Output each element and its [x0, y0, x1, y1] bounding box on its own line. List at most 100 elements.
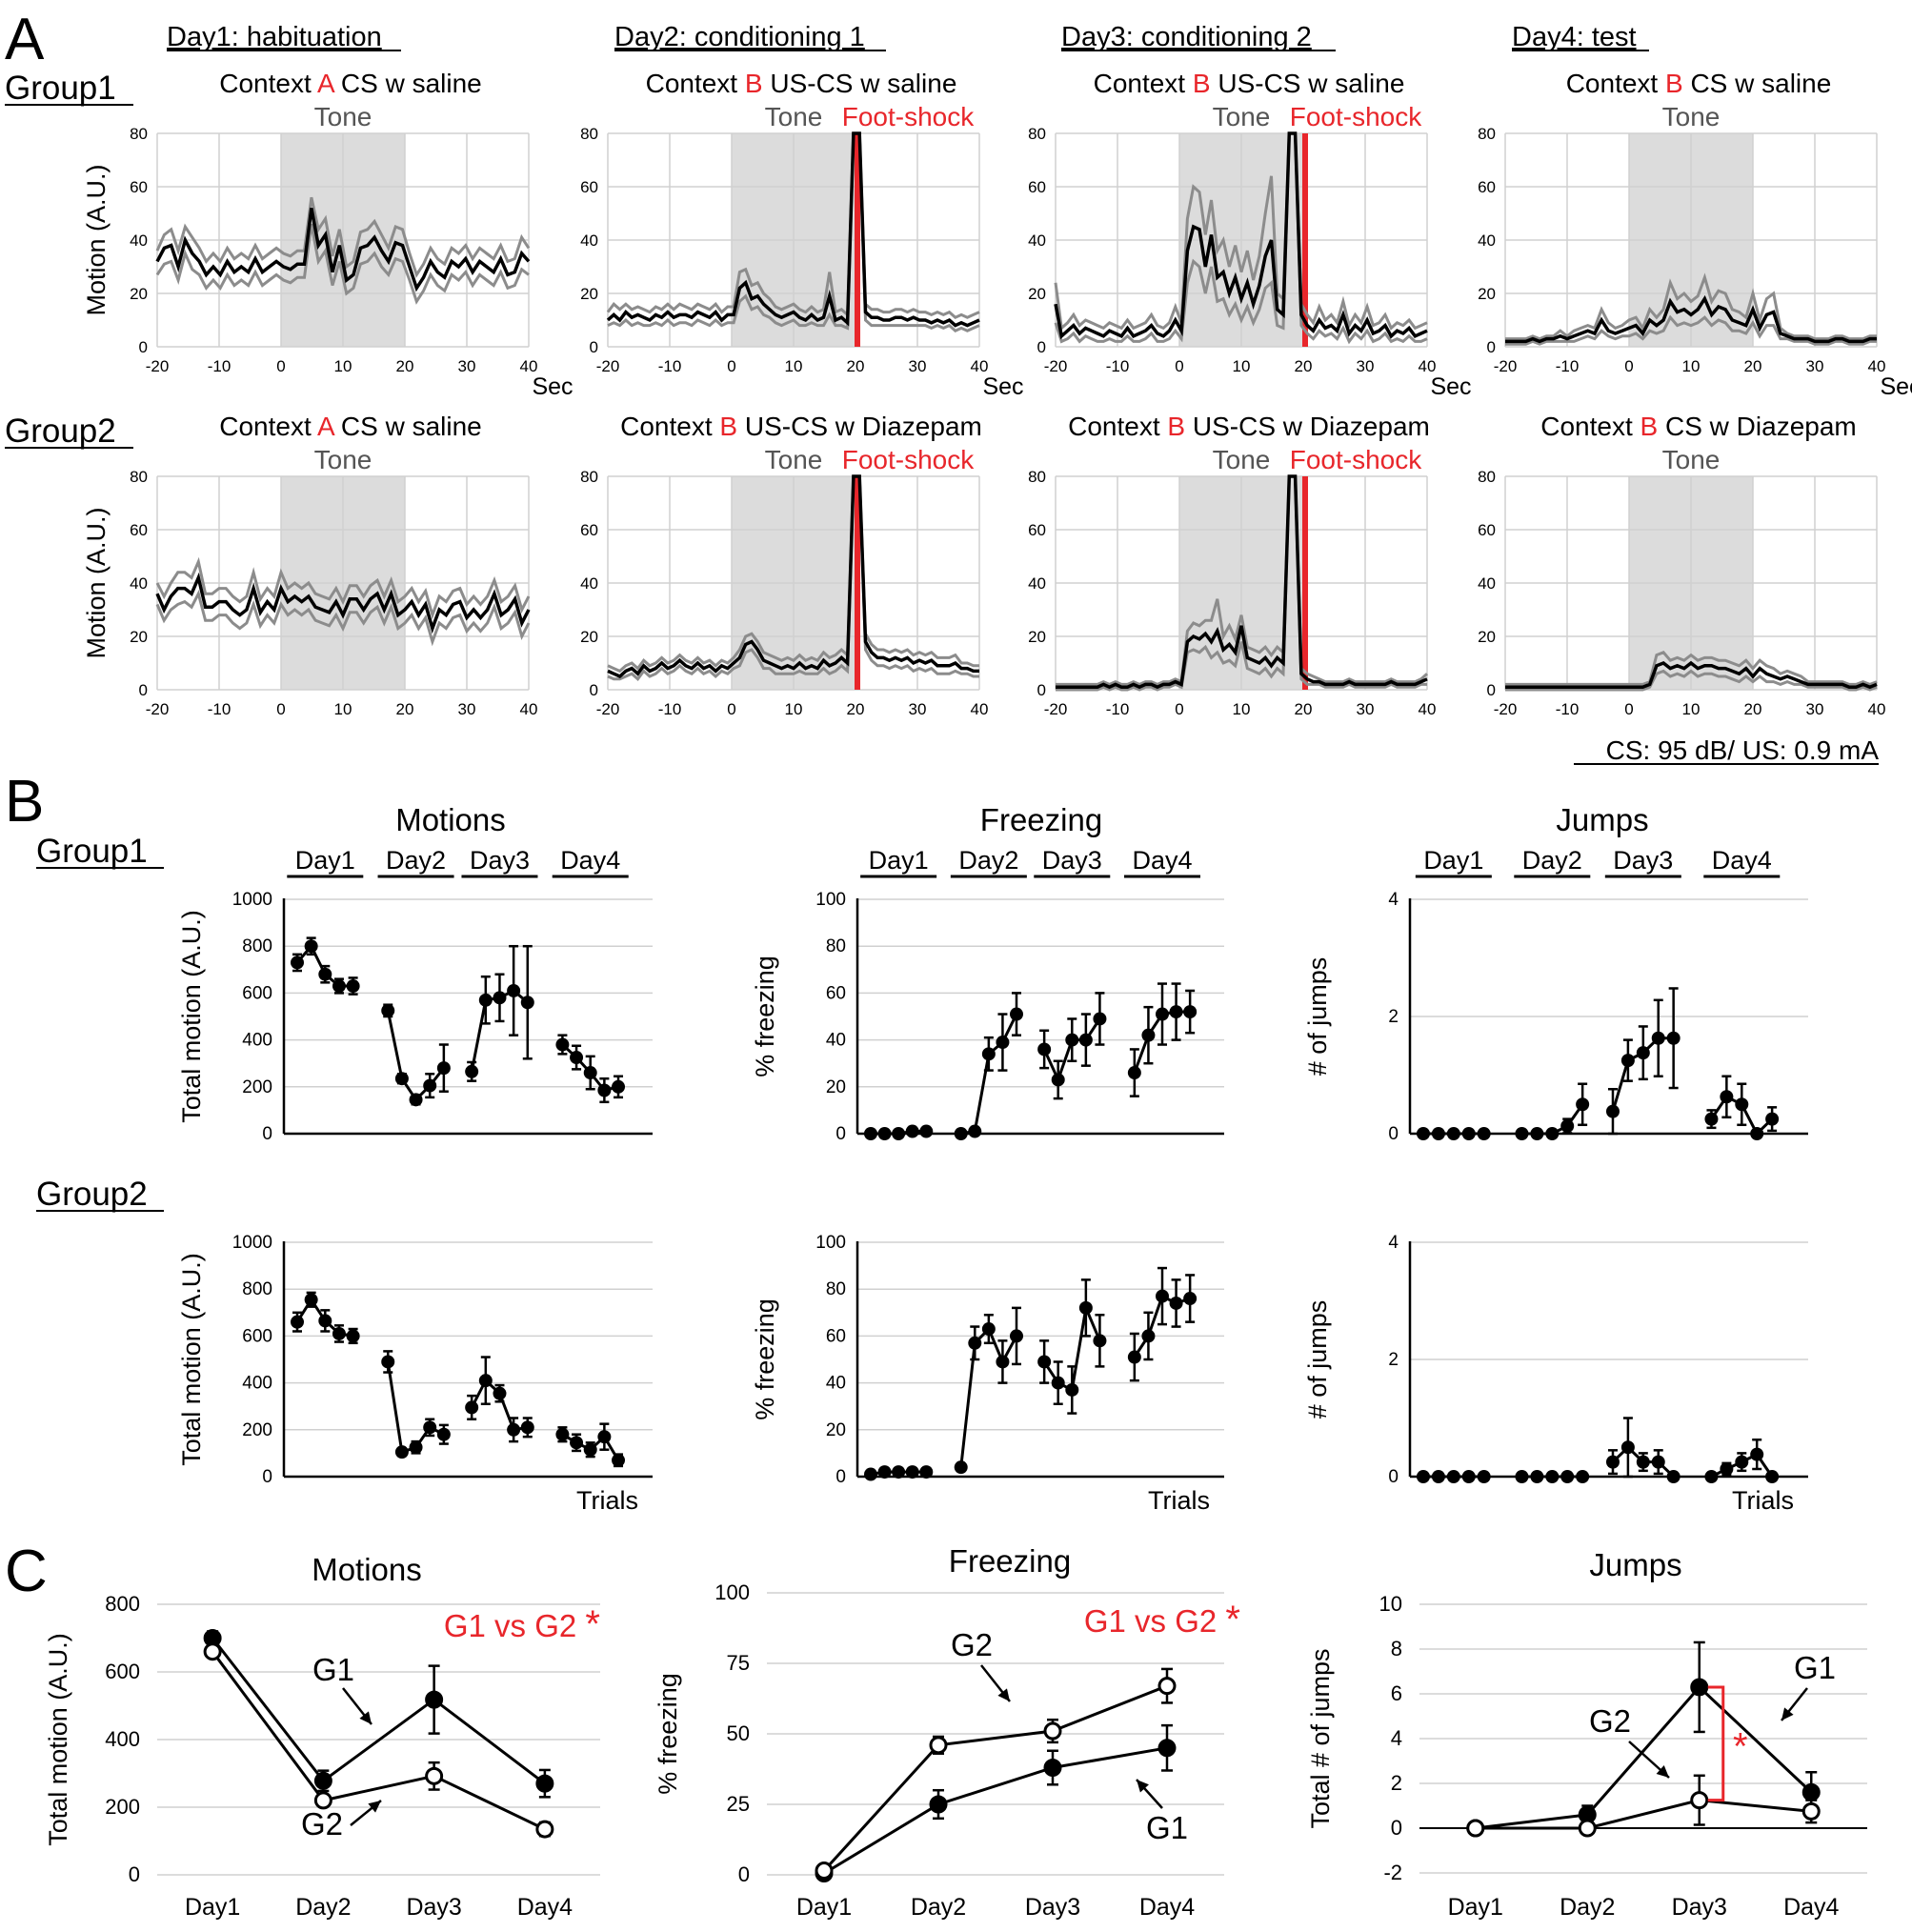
- label-g1: G1: [312, 1652, 354, 1687]
- mean-line: [607, 474, 979, 679]
- a-plot-title: Context B CS w saline: [1566, 69, 1832, 98]
- trial-point: [1750, 1447, 1764, 1461]
- shock-label: Foot-shock: [842, 102, 975, 131]
- y-tick-label: 0: [1037, 338, 1046, 356]
- x-tick-label: 20: [847, 357, 865, 375]
- x-tick-label: Day4: [1783, 1894, 1839, 1921]
- sem-lower-line: [607, 474, 979, 682]
- b-day-label: Day2: [1522, 846, 1582, 875]
- y-tick-label: 60: [1028, 521, 1046, 539]
- shock-label: Foot-shock: [1290, 102, 1422, 131]
- trial-point: [877, 1465, 892, 1479]
- point-g1: [1157, 1739, 1177, 1758]
- y-tick-label: 800: [242, 1279, 272, 1299]
- trial-point: [1461, 1127, 1476, 1140]
- trial-point: [493, 991, 507, 1005]
- trial-point: [968, 1336, 982, 1350]
- y-tick-label: 0: [262, 1124, 272, 1144]
- trial-point: [1704, 1470, 1719, 1483]
- title-prefix: Context: [1540, 412, 1640, 441]
- sem-upper-line: [1054, 131, 1428, 332]
- x-tick-label: 0: [727, 357, 735, 375]
- x-tick-label: 30: [1806, 357, 1824, 375]
- mean-line: [1505, 660, 1878, 690]
- x-tick-label: -10: [1106, 700, 1130, 718]
- x-tick-label: -20: [596, 700, 620, 718]
- title-suffix: CS w saline: [333, 412, 482, 441]
- mean-line: [1505, 294, 1877, 344]
- trial-point: [996, 1355, 1010, 1369]
- trial-point: [555, 1427, 570, 1441]
- y-axis-label: % freezing: [751, 1298, 779, 1420]
- y-tick-label: 200: [242, 1420, 272, 1440]
- a-plot-title: Context B US-CS w Diazepam: [620, 412, 982, 441]
- series-line-g1: [211, 1637, 546, 1785]
- x-tick-label: 10: [1682, 357, 1701, 375]
- b-day-label: Day1: [1423, 846, 1483, 875]
- x-unit-label: Sec: [1430, 373, 1471, 400]
- x-unit-label: Sec: [532, 373, 573, 400]
- trial-point: [520, 996, 534, 1010]
- trial-point: [332, 1326, 346, 1340]
- trial-point: [1560, 1119, 1575, 1134]
- trial-point: [1560, 1470, 1575, 1483]
- trial-point: [1735, 1097, 1749, 1112]
- mean-line: [155, 208, 531, 292]
- trial-point: [954, 1127, 968, 1140]
- y-tick-label: 25: [727, 1792, 750, 1816]
- x-tick-label: 40: [1419, 357, 1437, 375]
- x-tick-label: Day1: [796, 1894, 852, 1921]
- x-tick-label: -20: [146, 700, 170, 718]
- y-tick-label: 80: [580, 125, 598, 143]
- x-unit-label: Sec: [982, 373, 1023, 400]
- y-axis-label: Total motion (A.U.): [177, 910, 206, 1123]
- y-tick-label: 40: [1028, 574, 1046, 593]
- b-plot-g2-freeze: 0 20 40 60 80 100 % freezing Trials: [751, 1233, 1224, 1515]
- x-tick-label: 30: [909, 700, 927, 718]
- x-tick-label: 30: [909, 357, 927, 375]
- trial-point: [1169, 1005, 1183, 1019]
- group2-label-a: Group2: [5, 413, 116, 450]
- y-tick-label: 100: [815, 1233, 846, 1253]
- y-axis-label: Motion (A.U.): [82, 164, 111, 315]
- x-tick-label: 20: [396, 357, 414, 375]
- trial-point: [381, 1355, 395, 1369]
- trial-point: [1666, 1470, 1681, 1483]
- c-title: Jumps: [1589, 1547, 1681, 1582]
- trial-point: [905, 1465, 919, 1479]
- trial-point: [1078, 1033, 1093, 1047]
- y-tick-label: 0: [139, 338, 148, 356]
- trial-point: [507, 1422, 521, 1437]
- tone-label: Tone: [314, 102, 372, 131]
- trial-point: [1417, 1127, 1430, 1140]
- trial-point: [409, 1093, 423, 1107]
- y-tick-label: 80: [1028, 125, 1046, 143]
- trial-point: [1477, 1127, 1491, 1140]
- tone-label: Tone: [1662, 445, 1721, 474]
- sig-star: *: [585, 1603, 600, 1645]
- trial-point: [423, 1078, 437, 1093]
- point-g1: [929, 1795, 948, 1814]
- trial-point: [394, 1445, 409, 1459]
- y-tick-label: 0: [590, 681, 598, 699]
- sig-text: G1 vs G2: [444, 1608, 586, 1643]
- y-tick-label: 4: [1391, 1726, 1402, 1750]
- point-g1: [425, 1690, 444, 1709]
- title-prefix: Context: [219, 69, 317, 98]
- trial-point: [612, 1453, 626, 1467]
- trial-point: [1530, 1470, 1544, 1483]
- y-tick-label: 20: [130, 285, 148, 303]
- b-day-label: Day3: [1613, 846, 1673, 875]
- panel-label-c: C: [5, 1539, 48, 1604]
- trial-point: [465, 1400, 479, 1415]
- y-tick-label: 4: [1388, 890, 1399, 910]
- series-line-g1: [1475, 1684, 1813, 1830]
- x-tick-label: 20: [1295, 700, 1313, 718]
- point-g2: [425, 1766, 444, 1785]
- b-day-label: Day4: [560, 846, 620, 875]
- y-tick-label: 60: [580, 521, 598, 539]
- trial-point: [507, 983, 521, 997]
- trial-point: [1431, 1127, 1445, 1140]
- x-tick-label: -20: [146, 357, 170, 375]
